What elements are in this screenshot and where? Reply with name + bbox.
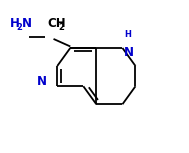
Text: H: H xyxy=(10,17,20,30)
Text: H: H xyxy=(124,30,131,39)
Text: CH: CH xyxy=(47,17,66,30)
Text: N: N xyxy=(36,75,46,88)
Text: N: N xyxy=(124,47,134,60)
Text: 2: 2 xyxy=(17,23,23,32)
Text: N: N xyxy=(22,17,32,30)
Text: 2: 2 xyxy=(58,23,64,32)
